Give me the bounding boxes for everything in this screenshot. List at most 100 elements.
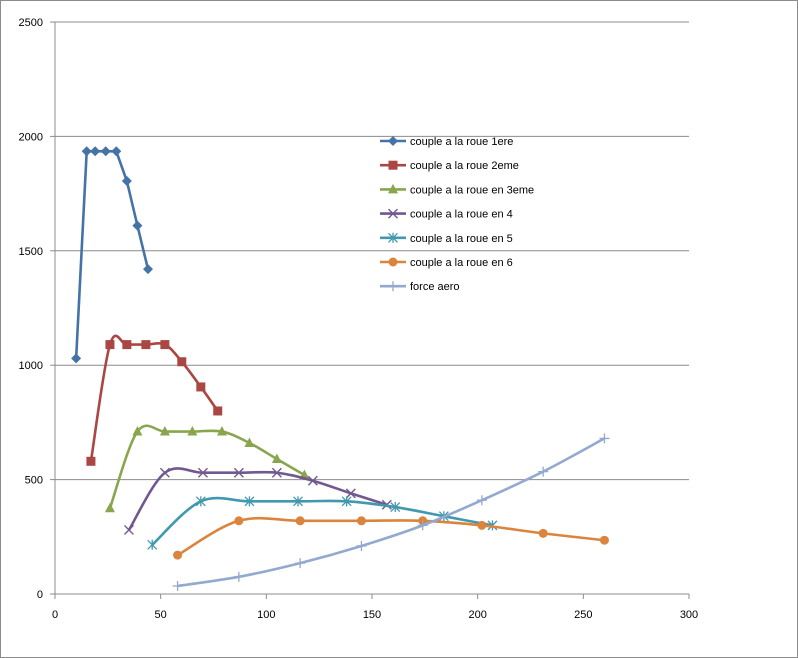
data-point bbox=[295, 516, 305, 526]
data-point bbox=[195, 496, 206, 507]
data-point bbox=[160, 340, 170, 350]
legend-label: couple a la roue en 5 bbox=[410, 233, 513, 245]
data-point bbox=[244, 496, 255, 507]
legend-swatch-marker bbox=[388, 160, 398, 170]
data-point bbox=[599, 433, 610, 444]
tick-labels: 0 500 1000 1500 2000 2500 0 50 100 150 200 250 300 bbox=[19, 17, 699, 621]
data-point bbox=[173, 550, 183, 560]
data-point bbox=[111, 146, 122, 157]
y-tick-label: 1000 bbox=[19, 360, 43, 372]
y-tick-label: 1500 bbox=[19, 246, 43, 258]
series-7 bbox=[172, 433, 610, 591]
data-point bbox=[307, 475, 318, 486]
series-line bbox=[108, 424, 306, 509]
data-point bbox=[216, 426, 227, 436]
series-2 bbox=[86, 334, 223, 466]
legend-item: couple a la roue 2eme bbox=[380, 160, 519, 172]
legend-item: couple a la roue en 6 bbox=[380, 257, 513, 269]
data-point bbox=[141, 340, 151, 350]
legend-item: couple a la roue 1ere bbox=[380, 136, 513, 148]
data-point bbox=[90, 146, 101, 157]
legend-swatch-marker bbox=[388, 208, 398, 219]
data-point bbox=[122, 340, 132, 350]
data-point bbox=[104, 502, 115, 513]
data-point bbox=[233, 571, 244, 582]
series-3 bbox=[104, 424, 310, 513]
data-point bbox=[187, 426, 198, 436]
legend-label: force aero bbox=[410, 281, 460, 293]
legend-label: couple a la roue en 6 bbox=[410, 257, 513, 269]
gridlines bbox=[55, 21, 689, 481]
data-point bbox=[81, 146, 92, 157]
legend-label: couple a la roue 2eme bbox=[410, 160, 519, 172]
data-point bbox=[234, 516, 244, 526]
series-group bbox=[71, 146, 610, 591]
data-point bbox=[213, 406, 223, 416]
data-point bbox=[476, 495, 487, 506]
x-tick-label: 0 bbox=[52, 609, 58, 621]
data-point bbox=[390, 502, 401, 513]
series-line bbox=[177, 437, 606, 588]
x-tick-label: 300 bbox=[680, 609, 698, 621]
legend-label: couple a la roue en 3eme bbox=[410, 184, 534, 196]
data-point bbox=[121, 176, 132, 187]
data-point bbox=[356, 540, 367, 551]
legend-item: couple a la roue en 4 bbox=[380, 209, 513, 221]
series-6 bbox=[173, 516, 609, 560]
data-point bbox=[105, 340, 115, 350]
x-tick-label: 250 bbox=[574, 609, 592, 621]
axes bbox=[50, 21, 690, 599]
data-point bbox=[538, 528, 548, 538]
y-tick-label: 2500 bbox=[19, 17, 43, 29]
legend-swatch-marker bbox=[388, 183, 398, 194]
data-point bbox=[142, 264, 153, 275]
x-tick-label: 150 bbox=[363, 609, 381, 621]
legend-swatch-marker bbox=[388, 232, 398, 243]
series-line bbox=[89, 334, 219, 462]
data-point bbox=[295, 558, 306, 569]
data-point bbox=[293, 496, 303, 507]
y-tick-label: 0 bbox=[37, 589, 43, 601]
legend-item: force aero bbox=[380, 281, 460, 293]
data-point bbox=[196, 382, 206, 392]
data-point bbox=[417, 520, 428, 531]
series-1 bbox=[71, 146, 153, 364]
data-point bbox=[356, 516, 366, 526]
x-tick-label: 50 bbox=[155, 609, 167, 621]
data-point bbox=[159, 426, 170, 436]
data-point bbox=[177, 357, 187, 367]
legend-swatch-marker bbox=[388, 136, 398, 146]
legend-label: couple a la roue 1ere bbox=[410, 136, 513, 148]
y-tick-label: 2000 bbox=[19, 131, 43, 143]
data-point bbox=[271, 453, 282, 464]
data-point bbox=[271, 467, 282, 478]
series-line bbox=[74, 149, 150, 359]
data-point bbox=[477, 520, 487, 530]
data-point bbox=[100, 146, 111, 157]
data-point bbox=[341, 496, 352, 507]
data-point bbox=[197, 467, 208, 478]
data-point bbox=[233, 467, 244, 478]
data-point bbox=[86, 456, 96, 466]
legend-swatch-marker bbox=[388, 257, 398, 267]
data-point bbox=[147, 539, 158, 550]
data-point bbox=[345, 488, 356, 499]
legend-item: couple a la roue en 3eme bbox=[380, 183, 534, 196]
legend: couple a la roue 1ere couple a la roue 2e… bbox=[380, 136, 534, 293]
data-point bbox=[599, 535, 609, 545]
x-tick-label: 100 bbox=[257, 609, 275, 621]
legend-item: couple a la roue en 5 bbox=[380, 232, 513, 245]
y-tick-label: 500 bbox=[25, 475, 43, 487]
data-point bbox=[132, 426, 143, 436]
legend-swatch-marker bbox=[388, 281, 398, 292]
data-point bbox=[244, 437, 255, 447]
legend-label: couple a la roue en 4 bbox=[410, 209, 513, 221]
data-point bbox=[172, 580, 183, 591]
data-point bbox=[159, 467, 170, 478]
x-tick-label: 200 bbox=[468, 609, 486, 621]
data-point bbox=[123, 524, 134, 535]
data-point bbox=[132, 220, 143, 231]
data-point bbox=[71, 353, 82, 364]
